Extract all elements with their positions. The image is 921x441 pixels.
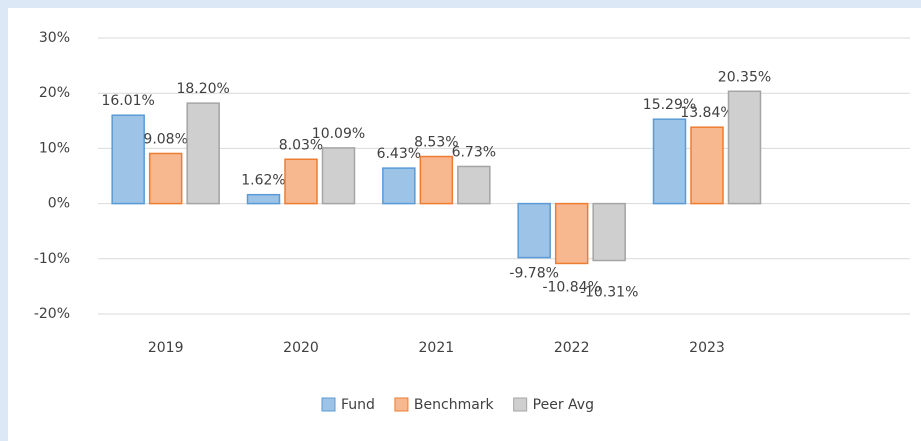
data-label: 10.09% <box>312 126 365 142</box>
bar <box>284 158 318 205</box>
bar <box>111 114 145 205</box>
legend-swatch <box>513 397 528 412</box>
y-tick-label: -20% <box>34 306 70 322</box>
data-label: 6.73% <box>452 144 496 160</box>
data-label: 20.35% <box>718 69 771 85</box>
legend-swatch <box>394 397 409 412</box>
data-label: 8.53% <box>414 135 458 151</box>
y-tick-label: 10% <box>39 140 70 156</box>
bar <box>382 167 416 205</box>
y-tick-label: 0% <box>48 196 70 212</box>
legend-label: Fund <box>341 397 375 413</box>
data-label: 15.29% <box>643 97 696 113</box>
data-label: -10.31% <box>580 285 638 301</box>
x-tick-label: 2021 <box>419 340 455 356</box>
bar <box>554 202 589 265</box>
bar <box>186 102 220 205</box>
bar <box>246 193 281 205</box>
bar <box>592 202 626 262</box>
bar <box>321 147 356 205</box>
x-tick-label: 2022 <box>554 340 590 356</box>
data-label: -10.84% <box>542 279 600 295</box>
data-label: 13.84% <box>680 105 733 121</box>
x-tick-label: 2020 <box>283 340 319 356</box>
y-tick-label: -10% <box>34 251 70 267</box>
data-label: 16.01% <box>101 93 154 109</box>
y-tick-label: 20% <box>39 85 70 101</box>
bar <box>652 118 687 205</box>
legend-swatch <box>321 397 336 412</box>
data-label: 8.03% <box>279 137 323 153</box>
data-label: 6.43% <box>377 146 421 162</box>
y-tick-label: 30% <box>39 30 70 46</box>
data-label: 18.20% <box>176 81 229 97</box>
chart-area <box>8 8 921 441</box>
bar <box>148 152 183 205</box>
x-tick-label: 2019 <box>148 340 184 356</box>
legend-label: Benchmark <box>414 397 495 413</box>
bar <box>517 202 551 259</box>
bar <box>690 126 724 205</box>
data-label: 9.08% <box>143 131 187 147</box>
legend-label: Peer Avg <box>533 397 594 413</box>
x-tick-label: 2023 <box>689 340 725 356</box>
bar <box>457 165 491 205</box>
bar <box>419 155 454 205</box>
data-label: 1.62% <box>241 173 285 189</box>
bar <box>727 90 762 205</box>
data-label: -9.78% <box>509 266 559 282</box>
